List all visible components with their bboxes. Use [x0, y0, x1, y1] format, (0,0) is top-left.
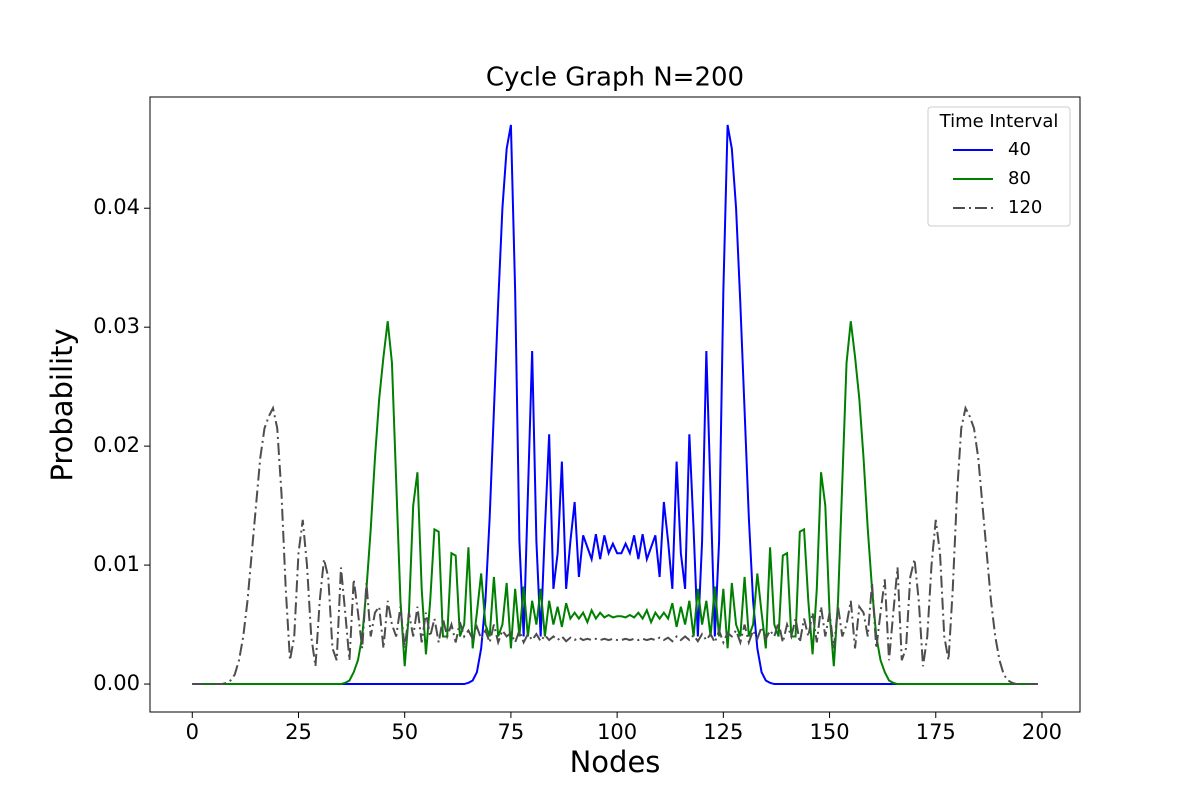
y-tick-label: 0.04: [93, 195, 140, 219]
series-line: [192, 321, 1038, 686]
legend-label: 40: [1008, 139, 1031, 160]
x-tick-label: 150: [810, 720, 850, 744]
legend-box: [927, 106, 1071, 227]
x-tick-label: 75: [498, 720, 525, 744]
plot-frame: [149, 96, 1081, 713]
x-tick-label: 0: [186, 720, 199, 744]
series-line: [192, 405, 1038, 686]
x-tick-label: 100: [597, 720, 637, 744]
x-tick-label: 175: [916, 720, 956, 744]
x-axis-label: Nodes: [570, 745, 661, 779]
x-tick-label: 25: [285, 720, 312, 744]
x-tick-label: 50: [391, 720, 418, 744]
y-tick-label: 0.02: [93, 433, 140, 457]
legend: Time Interval 40 80 120: [927, 106, 1071, 227]
x-tick-label: 200: [1022, 720, 1062, 744]
legend-label: 120: [1008, 197, 1042, 218]
x-tick-label: 125: [703, 720, 743, 744]
legend-title: Time Interval: [939, 111, 1059, 132]
y-axis-label: Probability: [45, 328, 79, 481]
y-tick-label: 0.01: [93, 552, 140, 576]
legend-label: 80: [1008, 168, 1031, 189]
chart-title: Cycle Graph N=200: [486, 63, 744, 93]
y-tick-label: 0.03: [93, 314, 140, 338]
y-tick-label: 0.00: [93, 671, 140, 695]
